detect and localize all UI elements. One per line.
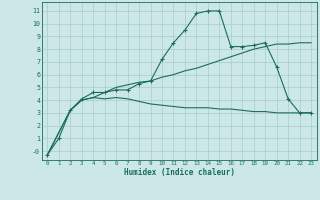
X-axis label: Humidex (Indice chaleur): Humidex (Indice chaleur) [124,168,235,177]
